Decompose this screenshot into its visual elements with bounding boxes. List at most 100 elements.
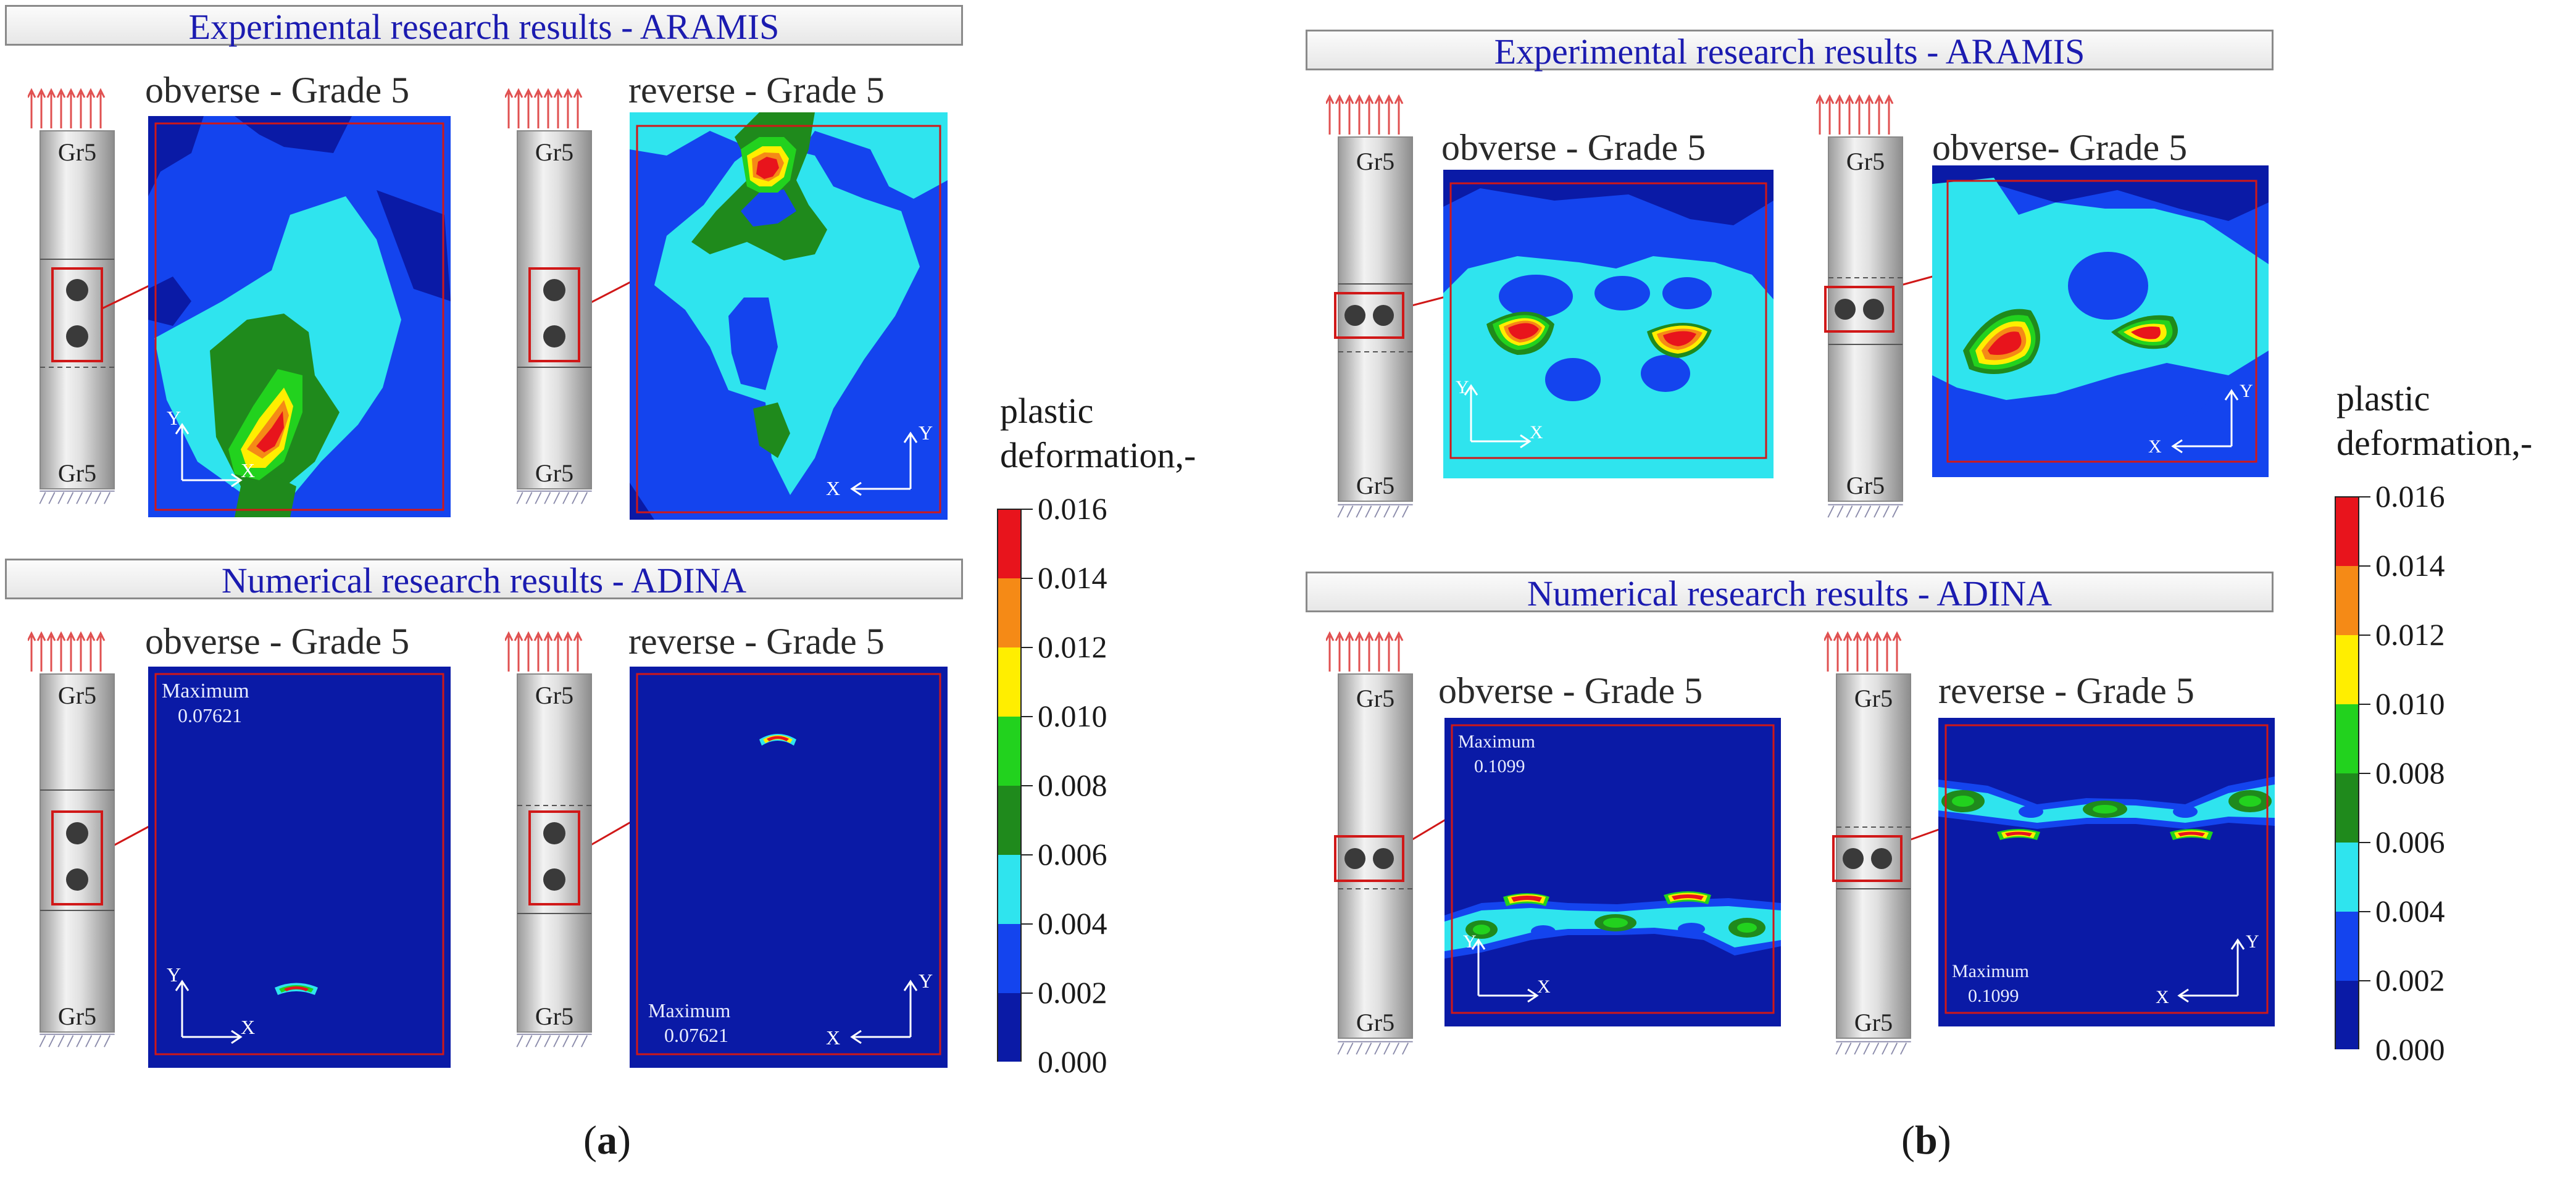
bolt-hole <box>1344 848 1365 869</box>
roi-box <box>1334 835 1404 882</box>
bolt-hole <box>66 822 88 844</box>
specimen-b-num-right: Gr5 Gr5 <box>1824 632 1912 1055</box>
legend-b-colorbar <box>2335 496 2370 1049</box>
bolt-hole <box>66 279 88 301</box>
maximum-value: 0.1099 <box>1968 986 2019 1006</box>
axis-y-label: Y <box>1456 377 1469 397</box>
panel-b-numerical-title: Numerical research results - ADINA <box>1306 572 2274 614</box>
axis-y-label: Y <box>2246 931 2259 952</box>
legend-tick-label: 0.008 <box>2375 755 2445 790</box>
legend-title-line2: deformation,- <box>1000 435 1196 475</box>
legend-swatch <box>2335 704 2359 773</box>
legend-swatch <box>998 578 1021 647</box>
legend-tick-label: 0.002 <box>2375 963 2445 997</box>
panel-b-exp-left-label: obverse - Grade 5 <box>1441 127 1706 168</box>
panel-a-experimental-title: Experimental research results - ARAMIS <box>5 5 963 47</box>
maximum-label: Maximum <box>162 680 249 702</box>
grade-label-top: Gr5 <box>1356 148 1394 175</box>
panel-b-exp-right-label: obverse- Grade 5 <box>1932 127 2188 168</box>
contour-a-num-right: Maximum 0.07621 Y X <box>630 667 948 1068</box>
maximum-value: 0.07621 <box>178 704 242 726</box>
maximum-value: 0.07621 <box>664 1024 728 1046</box>
specimen-a-exp-right: Gr5 Gr5 <box>505 89 593 505</box>
legend-tick-label: 0.000 <box>2375 1032 2445 1067</box>
axis-y-label: Y <box>167 407 181 429</box>
load-arrows-icon <box>1816 95 1894 136</box>
load-arrows-icon <box>28 632 106 673</box>
axis-x-label: X <box>826 477 840 499</box>
panel-a-exp-right-label: reverse - Grade 5 <box>628 70 885 110</box>
contour-b-num-right: Maximum 0.1099 Y X <box>1938 718 2275 1026</box>
axis-x-label: X <box>826 1026 840 1049</box>
legend-tick-label: 0.014 <box>2375 548 2445 583</box>
legend-swatch <box>2335 773 2359 843</box>
axis-y-label: Y <box>919 970 933 992</box>
axis-x-label: X <box>2148 436 2162 457</box>
roi-box <box>51 810 103 905</box>
grade-label-bottom: Gr5 <box>535 1002 573 1030</box>
panel-a-sublabel: (a) <box>583 1118 631 1163</box>
bolt-hole <box>1344 305 1365 326</box>
axis-y-label: Y <box>919 422 933 444</box>
legend-tick-label: 0.012 <box>1038 630 1107 664</box>
legend-tick-label: 0.010 <box>1038 699 1107 733</box>
legend-title-line2: deformation,- <box>2336 423 2533 463</box>
axis-y-label: Y <box>167 963 181 986</box>
legend-swatch <box>2335 566 2359 635</box>
bolt-hole <box>543 279 565 301</box>
roi-box <box>1832 835 1903 882</box>
grade-label-top: Gr5 <box>58 138 96 166</box>
maximum-label: Maximum <box>1458 731 1535 752</box>
contour-b-num-left: Maximum 0.1099 Y X <box>1444 718 1781 1026</box>
legend-swatch <box>2335 635 2359 704</box>
legend-title-line1: plastic <box>2336 378 2430 418</box>
fixed-support-icon <box>1337 1041 1414 1055</box>
legend-swatch <box>998 509 1021 578</box>
grade-label-bottom: Gr5 <box>1356 1009 1394 1036</box>
bolt-hole <box>1373 848 1394 869</box>
bolt-hole <box>1863 299 1884 320</box>
load-arrows-icon <box>505 632 583 673</box>
legend-tick-label: 0.004 <box>1038 906 1107 941</box>
legend-tick-label: 0.008 <box>1038 768 1107 802</box>
specimen-a-exp-left: Gr5 Gr5 <box>28 89 115 505</box>
bolt-hole <box>543 325 565 348</box>
bolt-hole <box>1871 848 1892 869</box>
specimen-a-num-left: Gr5 Gr5 <box>28 632 115 1048</box>
fixed-support-icon <box>516 490 593 505</box>
roi-box <box>528 267 580 362</box>
contour-a-num-left: Maximum 0.07621 Y X <box>148 667 451 1068</box>
legend-swatch <box>2335 497 2359 566</box>
panel-b-num-right-label: reverse - Grade 5 <box>1938 670 2195 711</box>
fixed-support-icon <box>39 1033 115 1048</box>
legend-tick-label: 0.012 <box>2375 617 2445 652</box>
axis-x-label: X <box>1530 422 1543 443</box>
contour-b-exp-right: Y X <box>1932 165 2269 477</box>
load-arrows-icon <box>1326 632 1404 673</box>
legend-tick-label: 0.014 <box>1038 560 1107 595</box>
legend-swatch <box>998 993 1021 1062</box>
specimen-b-exp-right: Gr5 Gr5 <box>1816 95 1904 518</box>
panel-b-experimental-title: Experimental research results - ARAMIS <box>1306 30 2274 72</box>
panel-a-exp-left-label: obverse - Grade 5 <box>145 70 410 110</box>
specimen-a-num-right: Gr5 Gr5 <box>505 632 593 1048</box>
roi-box <box>1334 292 1404 339</box>
legend-swatch <box>998 855 1021 924</box>
legend-tick-label: 0.000 <box>1038 1044 1107 1079</box>
bolt-hole <box>66 325 88 348</box>
bolt-hole <box>543 868 565 891</box>
legend-title-line1: plastic <box>1000 391 1094 431</box>
legend-swatch <box>2335 912 2359 981</box>
legend-b-title: plastic deformation,- <box>2336 377 2532 465</box>
roi-box <box>1824 286 1894 333</box>
legend-tick-label: 0.002 <box>1038 975 1107 1010</box>
axis-y-label: Y <box>1463 931 1477 952</box>
grade-label-top: Gr5 <box>58 681 96 709</box>
legend-swatch <box>998 717 1021 786</box>
legend-swatch <box>2335 981 2359 1049</box>
grade-label-top: Gr5 <box>1846 148 1885 175</box>
grade-label-bottom: Gr5 <box>1356 472 1394 499</box>
grade-label-bottom: Gr5 <box>1854 1009 1893 1036</box>
legend-tick-label: 0.006 <box>2375 825 2445 859</box>
legend-a-colorbar <box>997 509 1033 1062</box>
